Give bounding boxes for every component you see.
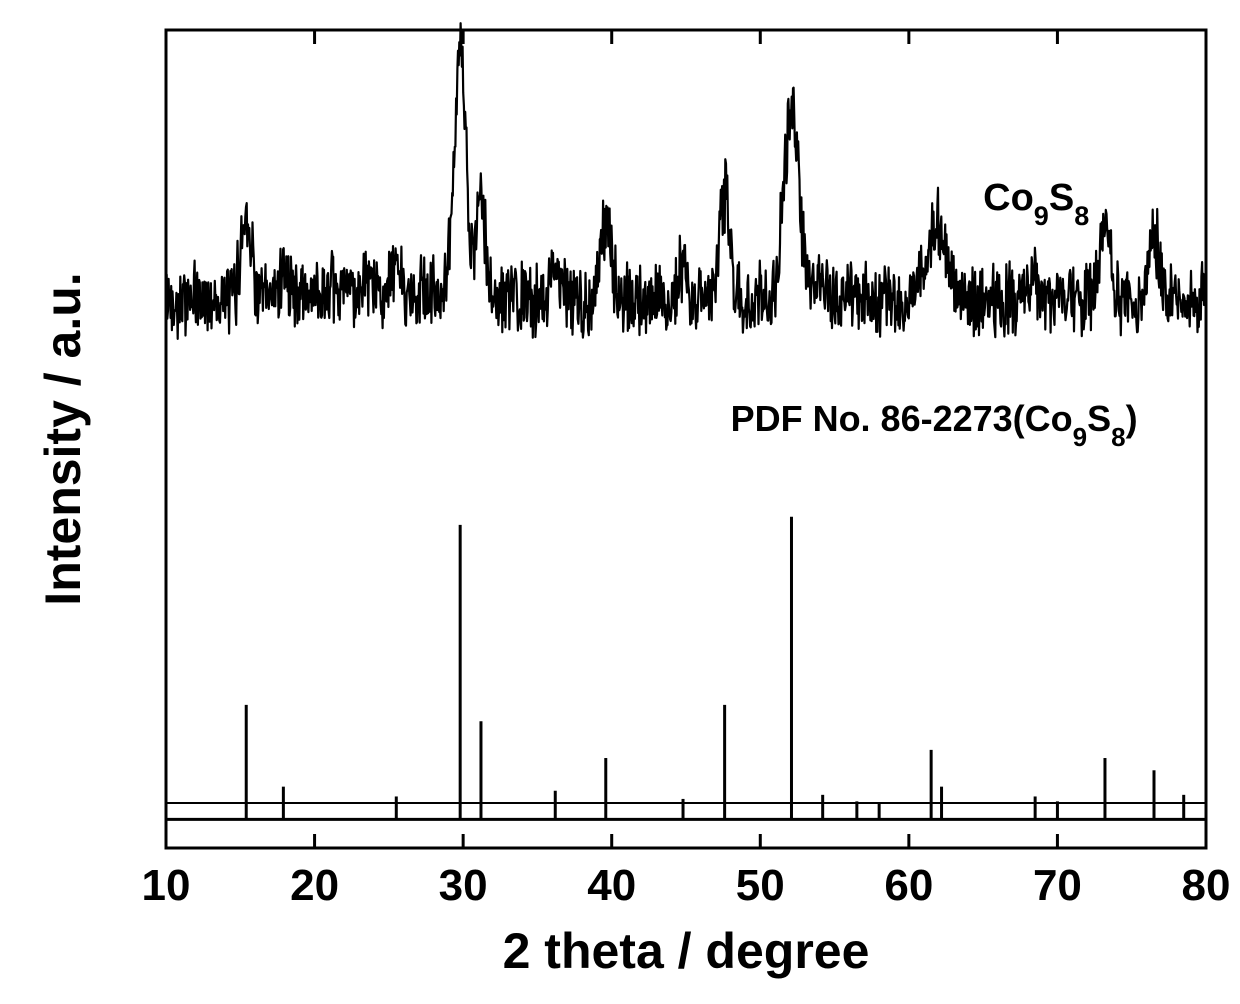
x-tick-label: 20	[290, 861, 339, 910]
x-tick-label: 70	[1033, 861, 1082, 910]
x-tick-label: 30	[439, 861, 488, 910]
xrd-chart: 10 20 30 40 50 60 70 80 2 theta / degree Intensit…	[0, 0, 1240, 1004]
y-axis-label: Intensity / a.u.	[35, 272, 91, 605]
x-tick-label: 10	[142, 861, 191, 910]
x-axis-label: 2 theta / degree	[503, 923, 870, 979]
x-tick-label: 60	[884, 861, 933, 910]
xrd-chart-container: 10 20 30 40 50 60 70 80 2 theta / degree Intensit…	[0, 0, 1240, 1004]
x-tick-label: 40	[587, 861, 636, 910]
x-tick-label: 80	[1182, 861, 1231, 910]
x-tick-label: 50	[736, 861, 785, 910]
